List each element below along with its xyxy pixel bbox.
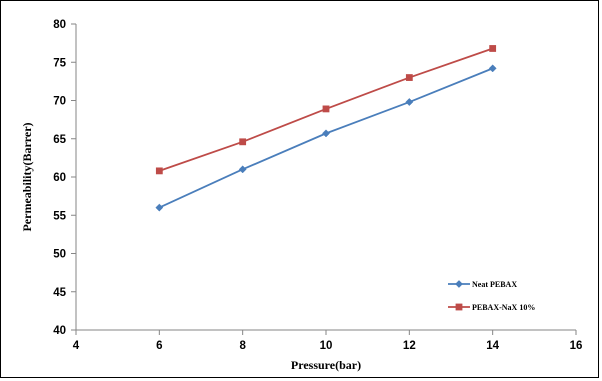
legend-label: PEBAX-NaX 10% — [472, 303, 535, 312]
y-tick-label: 60 — [53, 172, 66, 184]
y-tick-label: 50 — [53, 249, 66, 261]
legend-marker — [455, 280, 463, 288]
y-tick-label: 45 — [53, 287, 66, 299]
x-tick-label: 6 — [156, 340, 162, 352]
x-axis-title: Pressure(bar) — [291, 358, 361, 372]
data-point — [322, 105, 330, 113]
data-point — [238, 165, 247, 174]
y-tick-label: 80 — [53, 19, 66, 31]
data-point — [155, 203, 164, 212]
axes — [71, 23, 577, 335]
data-point — [405, 74, 413, 81]
x-tick-label: 8 — [239, 340, 246, 352]
legend-marker — [455, 303, 463, 311]
y-axis-title: Permeability(Barrer) — [20, 122, 34, 231]
data-point — [489, 45, 497, 52]
legend-label: Neat PEBAX — [472, 280, 517, 289]
x-tick-label: 14 — [486, 340, 499, 352]
data-point — [322, 129, 330, 138]
series-line — [158, 67, 494, 209]
data-point — [488, 64, 497, 73]
legend-item: Neat PEBAX — [448, 280, 517, 289]
y-tick-label: 40 — [53, 325, 66, 337]
y-tick-label: 65 — [53, 134, 66, 146]
series-neat-pebax — [155, 64, 497, 212]
x-tick-label: 12 — [403, 340, 416, 352]
data-point — [405, 98, 414, 106]
data-point — [155, 167, 163, 175]
y-tick-label: 75 — [53, 57, 66, 69]
series-layer — [155, 45, 497, 212]
legend-item: PEBAX-NaX 10% — [448, 303, 535, 312]
x-tick-label: 10 — [320, 340, 333, 352]
x-tick-label: 16 — [570, 340, 583, 352]
legend: Neat PEBAX PEBAX-NaX 10% — [448, 280, 535, 312]
y-tick-label: 70 — [53, 96, 66, 108]
series-pebax-nax-10 — [155, 45, 497, 175]
tick-labels: 40 45 50 55 60 65 70 75 80 4 6 8 10 12 14 16 — [53, 19, 582, 352]
y-tick-label: 55 — [53, 210, 66, 222]
x-tick-label: 4 — [73, 340, 80, 352]
data-point — [239, 138, 247, 146]
